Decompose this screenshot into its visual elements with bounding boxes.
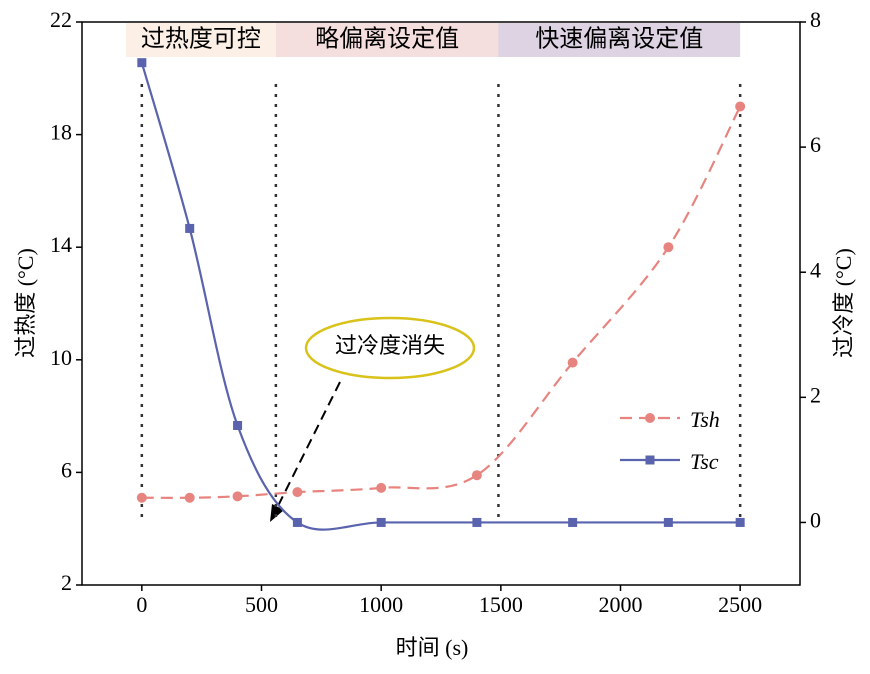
marker: [232, 491, 243, 502]
y-tick-label: 6: [61, 457, 72, 482]
y-tick-label: 2: [61, 570, 72, 595]
y2-tick-label: 6: [810, 132, 821, 157]
y2-axis-label: 过冷度 (°C): [831, 248, 856, 358]
marker: [663, 517, 673, 527]
marker: [735, 101, 746, 112]
x-tick-label: 1000: [359, 592, 403, 617]
marker: [233, 420, 243, 430]
annotation-ellipse: [304, 316, 476, 380]
y-tick-label: 10: [50, 345, 72, 370]
y2-tick-label: 2: [810, 382, 821, 407]
phase-band: [498, 23, 741, 57]
phase-layer: [126, 23, 741, 57]
legend-label: Tsh: [690, 407, 720, 432]
x-tick-label: 2500: [718, 592, 762, 617]
y-tick-label: 22: [50, 7, 72, 32]
y-tick-label: 14: [50, 232, 72, 257]
marker: [472, 517, 482, 527]
marker: [376, 482, 387, 493]
y2-tick-label: 4: [810, 257, 821, 282]
marker: [471, 470, 482, 481]
legend-label: Tsc: [690, 449, 719, 474]
annotation: 过冷度消失: [335, 333, 445, 358]
annotation-arrow: [275, 381, 341, 511]
phase-band: [126, 23, 276, 57]
y-axis-label: 过热度 (°C): [13, 248, 38, 358]
marker: [184, 492, 195, 503]
phase-label: 略偏离设定值: [315, 26, 459, 53]
phase-band: [275, 23, 499, 57]
marker: [292, 487, 303, 498]
x-tick-label: 1500: [479, 592, 523, 617]
x-axis-label: 时间 (s): [396, 635, 469, 660]
marker: [137, 58, 147, 68]
marker: [568, 517, 578, 527]
phase-label: 快速偏离设定值: [535, 26, 703, 53]
x-tick-label: 500: [245, 592, 278, 617]
series-line: [140, 62, 741, 531]
marker: [735, 517, 745, 527]
x-tick-label: 0: [136, 592, 147, 617]
marker: [376, 517, 386, 527]
phase-label: 过热度可控: [141, 26, 261, 53]
marker: [663, 242, 674, 253]
marker: [567, 357, 578, 368]
marker: [136, 492, 147, 503]
y2-tick-label: 8: [810, 7, 821, 32]
y-tick-label: 18: [50, 120, 72, 145]
series-line: [141, 105, 742, 499]
marker: [292, 517, 302, 527]
y2-tick-label: 0: [810, 507, 821, 532]
legend-marker: [645, 455, 655, 465]
marker: [185, 223, 195, 233]
x-tick-label: 2000: [599, 592, 643, 617]
plot-frame: [81, 21, 801, 586]
legend-marker: [645, 413, 655, 423]
